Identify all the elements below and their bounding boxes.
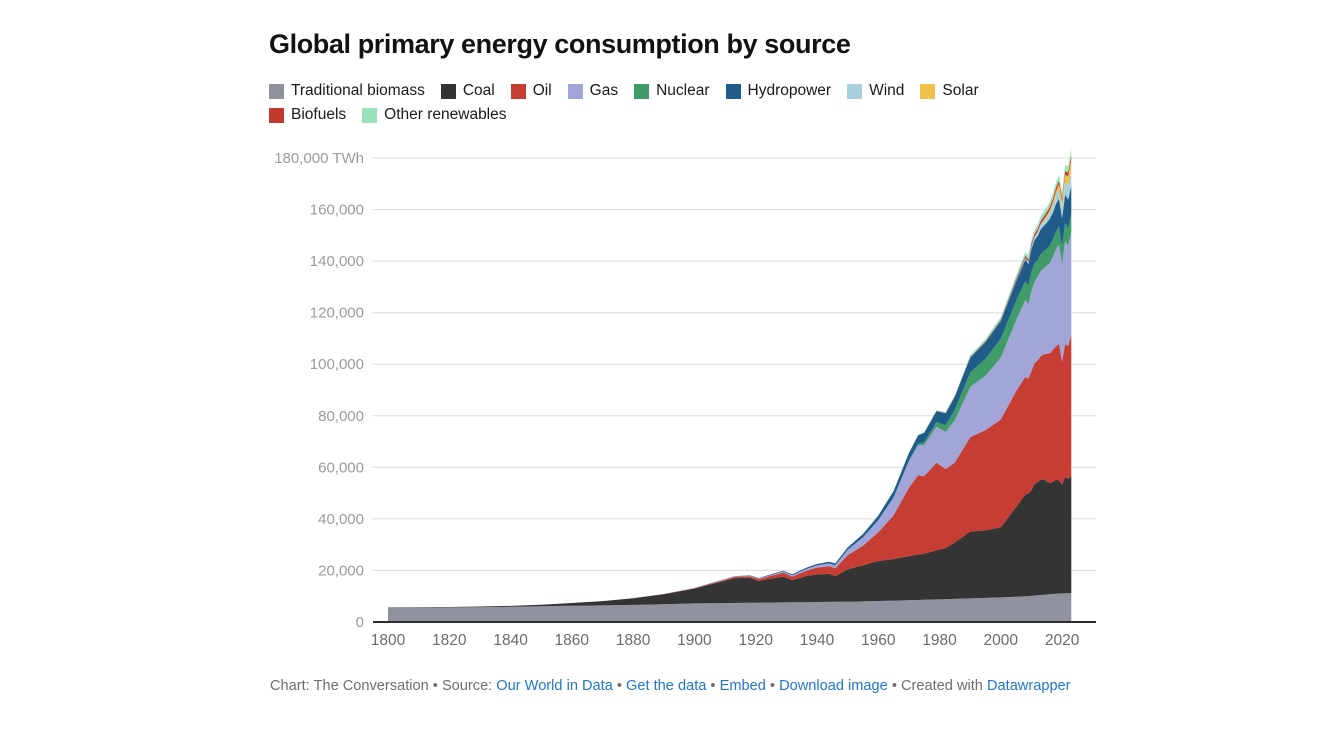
x-tick-label: 1880 [616,632,651,649]
legend-swatch-icon [725,83,741,99]
area-coal [388,475,1072,608]
legend-item-hydropower: Hydropower [725,82,832,100]
x-tick-label: 1860 [555,632,590,649]
footer-link-embed[interactable]: Embed [719,678,766,694]
legend-item-nuclear: Nuclear [634,82,710,100]
y-tick-label: 140,000 [310,253,364,270]
legend-swatch-icon [269,83,284,99]
legend-swatch-icon [847,83,863,99]
footer-link-datawrapper[interactable]: Datawrapper [986,678,1071,694]
y-tick-label: 80,000 [318,408,364,425]
area-oil [388,335,1072,608]
attribution-footer: Chart: The Conversation • Source: Our Wo… [270,678,1071,694]
legend-label: Nuclear [656,82,710,99]
legend-swatch-icon [269,107,284,123]
legend-label: Solar [942,82,979,99]
legend-label: Other renewables [384,106,507,123]
y-tick-label: 180,000 TWh [274,150,364,167]
chart-canvas: 0 20,000 40,000 60,000 80,000 100,000 120,000 1… [274,149,1096,649]
x-tick-label: 2000 [984,632,1019,649]
legend-label: Wind [869,82,905,99]
legend-item-coal: Coal [440,82,495,100]
footer-text: • [765,678,780,694]
x-tick-label: 1900 [677,632,712,649]
legend-item-other-renewables: Other renewables [362,106,507,124]
footer-text: • [706,678,720,694]
legend-item-wind: Wind [847,82,904,100]
y-tick-label: 60,000 [318,459,364,476]
footer-link-download-image[interactable]: Download image [779,678,888,694]
legend-label: Hydropower [747,82,832,99]
legend-item-solar: Solar [920,82,979,100]
legend-swatch-icon [440,83,456,99]
x-tick-label: 1840 [493,632,528,649]
legend-swatch-icon [567,83,583,99]
legend-item-traditional-biomass: Traditional biomass [269,82,425,100]
footer-text: • Created with [887,678,987,694]
y-tick-label: 160,000 [310,202,364,219]
x-tick-label: 2020 [1045,632,1080,649]
x-tick-label: 1980 [922,632,957,649]
x-tick-label: 1940 [800,632,835,649]
x-tick-label: 1800 [371,632,406,649]
footer-text: • [612,678,627,694]
legend: Traditional biomass Coal Oil Gas Nuclear Hydr… [269,82,1049,124]
legend-item-oil: Oil [510,82,552,100]
legend-swatch-icon [510,83,526,99]
legend-swatch-icon [362,107,378,123]
legend-item-biofuels: Biofuels [269,106,346,124]
chart-title: Global primary energy consumption by sou… [269,29,851,59]
footer-text: Chart: The Conversation • Source: [270,678,497,694]
y-tick-label: 100,000 [310,356,364,373]
x-tick-label: 1820 [432,632,467,649]
footer-link-get-the-data[interactable]: Get the data [626,678,707,694]
legend-swatch-icon [634,83,650,99]
legend-label: Biofuels [291,106,347,123]
legend-item-gas: Gas [567,82,619,100]
area-traditional-biomass [388,593,1072,622]
legend-label: Traditional biomass [291,82,425,99]
legend-label: Oil [532,82,552,99]
x-tick-label: 1960 [861,632,896,649]
x-tick-label: 1920 [738,632,773,649]
legend-swatch-icon [920,83,936,99]
y-tick-label: 0 [356,614,364,631]
y-tick-label: 40,000 [318,511,364,528]
legend-label: Gas [589,82,619,99]
y-tick-label: 120,000 [310,305,364,322]
footer-link-our-world-in-data[interactable]: Our World in Data [496,678,613,694]
y-tick-label: 20,000 [318,562,364,579]
legend-label: Coal [462,82,495,99]
